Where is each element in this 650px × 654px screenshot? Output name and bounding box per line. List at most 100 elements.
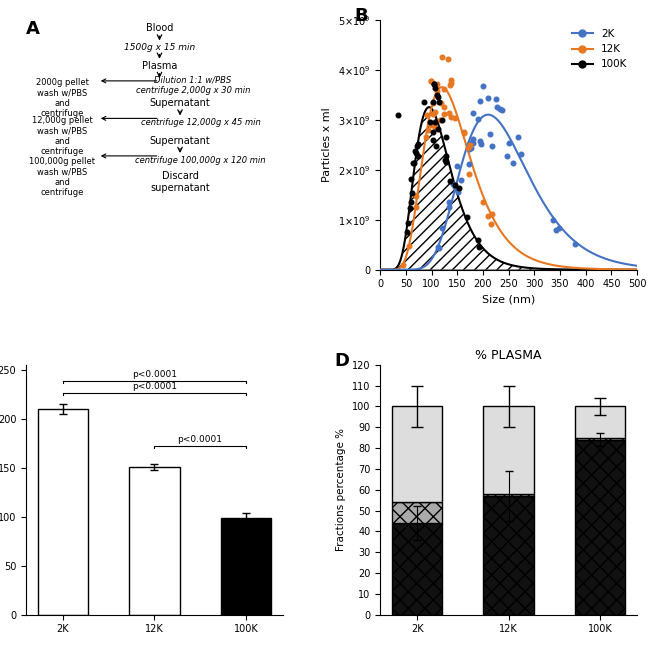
Point — [402, 227, 412, 237]
Point — [482, 93, 493, 103]
Text: Blood: Blood — [146, 24, 173, 33]
Point — [475, 95, 486, 106]
Point — [468, 137, 478, 148]
Text: Supernatant: Supernatant — [150, 136, 211, 146]
Point — [444, 108, 454, 118]
Point — [452, 161, 462, 171]
Point — [429, 78, 439, 89]
Text: B: B — [355, 7, 369, 25]
Point — [428, 97, 438, 108]
Point — [419, 96, 429, 107]
Text: 2000g pellet
wash w/PBS
and
centrifuge: 2000g pellet wash w/PBS and centrifuge — [36, 78, 88, 118]
Point — [468, 107, 478, 118]
Point — [450, 181, 460, 192]
Point — [432, 90, 442, 100]
Bar — [38, 409, 88, 615]
Point — [413, 151, 423, 162]
Point — [423, 124, 434, 135]
Title: % PLASMA: % PLASMA — [475, 349, 542, 362]
Point — [437, 223, 448, 233]
Point — [410, 145, 420, 156]
Point — [408, 158, 419, 168]
Bar — [221, 518, 271, 615]
Point — [446, 111, 456, 122]
Point — [406, 174, 417, 184]
Point — [547, 215, 558, 226]
Point — [428, 127, 439, 137]
Point — [444, 198, 454, 208]
Point — [456, 174, 466, 184]
Point — [440, 154, 450, 165]
Point — [435, 115, 445, 126]
Point — [483, 211, 493, 221]
Point — [411, 148, 421, 159]
Point — [475, 135, 486, 146]
Point — [430, 83, 440, 94]
Text: Supernatant: Supernatant — [150, 98, 211, 109]
Point — [462, 143, 473, 153]
Text: Dilution 1:1 w/PBS
centrifuge 2,000g x 30 min: Dilution 1:1 w/PBS centrifuge 2,000g x 3… — [136, 75, 250, 95]
Point — [446, 75, 456, 86]
Point — [430, 107, 440, 117]
Point — [439, 101, 449, 112]
Point — [426, 75, 436, 86]
Point — [441, 157, 452, 167]
Point — [459, 126, 469, 137]
Bar — [575, 406, 625, 438]
Bar — [484, 494, 534, 496]
Point — [486, 219, 496, 230]
Point — [413, 139, 423, 149]
Point — [445, 80, 455, 90]
Point — [448, 179, 458, 190]
Bar — [484, 406, 534, 494]
Point — [437, 115, 448, 126]
Point — [393, 109, 404, 120]
Point — [502, 151, 512, 162]
Point — [473, 235, 483, 246]
Point — [491, 101, 502, 112]
Point — [430, 117, 440, 128]
Point — [426, 76, 436, 86]
Bar — [575, 439, 625, 615]
Point — [430, 122, 441, 133]
Point — [439, 109, 449, 119]
Point — [404, 241, 415, 251]
Point — [411, 202, 421, 213]
Point — [422, 110, 433, 120]
Point — [465, 139, 476, 150]
Point — [406, 188, 417, 198]
Point — [490, 94, 501, 104]
Legend: 2K, 12K, 100K: 2K, 12K, 100K — [568, 25, 632, 74]
Point — [432, 79, 442, 90]
Point — [551, 224, 561, 235]
Point — [409, 158, 419, 169]
Text: p<0.0001: p<0.0001 — [177, 435, 222, 444]
Text: centrifuge 12,000g x 45 min: centrifuge 12,000g x 45 min — [140, 118, 261, 127]
Point — [398, 260, 408, 270]
Point — [503, 138, 514, 148]
Point — [421, 132, 431, 143]
Point — [508, 158, 518, 169]
Point — [570, 239, 580, 249]
Bar — [392, 523, 442, 615]
Point — [446, 78, 456, 88]
Point — [434, 243, 444, 253]
Text: Discard
supernatant: Discard supernatant — [150, 171, 210, 193]
Point — [433, 241, 443, 252]
Point — [464, 169, 474, 179]
Point — [411, 141, 422, 152]
Point — [433, 124, 443, 134]
Point — [440, 150, 450, 161]
Point — [402, 218, 413, 229]
Point — [427, 135, 437, 146]
Point — [497, 104, 507, 114]
Point — [487, 141, 497, 151]
Point — [478, 197, 489, 207]
Point — [462, 212, 472, 222]
Point — [468, 133, 478, 144]
Point — [478, 81, 489, 92]
Bar — [484, 496, 534, 615]
Point — [425, 116, 436, 127]
Point — [494, 103, 504, 114]
Point — [465, 143, 476, 154]
